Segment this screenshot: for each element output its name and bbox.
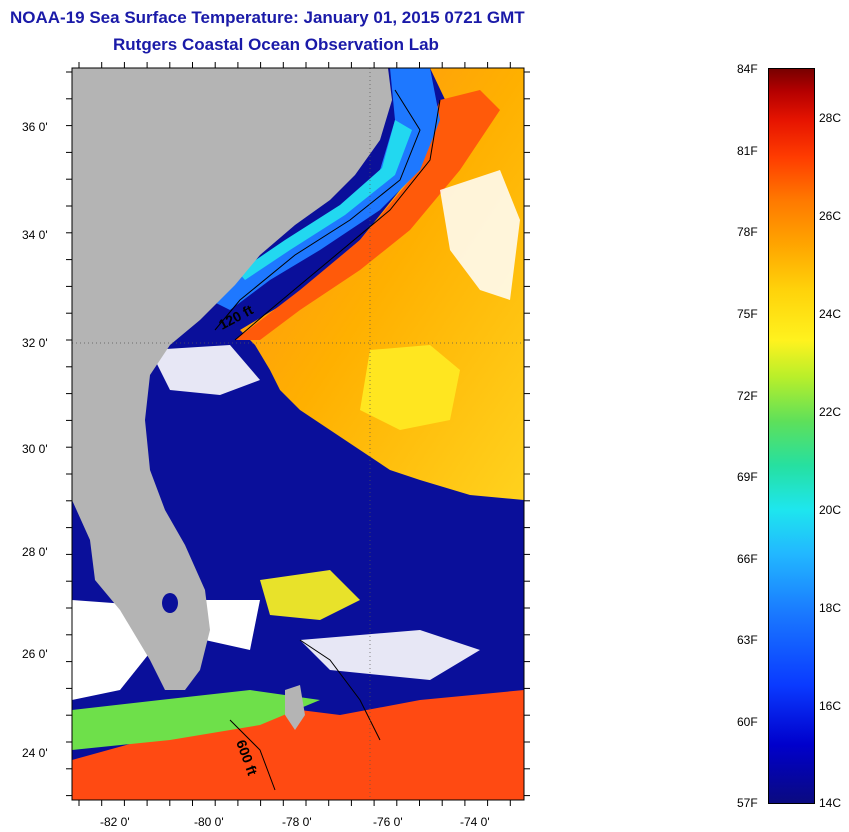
lat-label: 26 0'	[22, 647, 48, 661]
andros-island-land	[285, 685, 305, 730]
lat-label: 34 0'	[22, 228, 48, 242]
cloud-patch	[300, 630, 480, 680]
colorbar-label-f: 81F	[737, 144, 758, 158]
colorbar-label-c: 14C	[819, 796, 842, 810]
lon-label: -76 0'	[373, 815, 403, 829]
colorbar-label-f: 57F	[737, 796, 758, 810]
lon-label: -74 0'	[460, 815, 490, 829]
lon-label: -78 0'	[282, 815, 312, 829]
colorbar-label-f: 78F	[737, 225, 758, 239]
colorbar-label-f: 63F	[737, 633, 758, 647]
colorbar-label-c: 16C	[819, 699, 842, 713]
colorbar-label-c: 18C	[819, 601, 842, 615]
caribbean-green-mix	[72, 690, 320, 750]
map-border	[71, 67, 525, 801]
contour-120ft	[214, 89, 421, 331]
map-title: NOAA-19 Sea Surface Temperature: January…	[10, 8, 525, 27]
lat-label: 36 0'	[22, 120, 48, 134]
colorbar-label-f: 66F	[737, 552, 758, 566]
colorbar-label-f: 60F	[737, 715, 758, 729]
colorbar-label-c: 20C	[819, 503, 842, 517]
warm-core-orange	[235, 90, 500, 340]
colorbar-label-f: 72F	[737, 389, 758, 403]
graticule	[72, 68, 524, 800]
temperature-colorbar	[768, 68, 815, 804]
colorbar-label-f: 84F	[737, 62, 758, 76]
cloud-patch	[200, 600, 260, 650]
lat-label: 30 0'	[22, 442, 48, 456]
yellow-patch	[360, 345, 460, 430]
colorbar-label-c: 28C	[819, 111, 842, 125]
colorbar-label-f: 69F	[737, 470, 758, 484]
map-subtitle: Rutgers Coastal Ocean Observation Lab	[113, 35, 439, 54]
colorbar-label-c: 26C	[819, 209, 842, 223]
colorbar-label-c: 22C	[819, 405, 842, 419]
cyan-shelf-water	[238, 120, 412, 280]
lat-label: 24 0'	[22, 746, 48, 760]
colorbar-label-f: 75F	[737, 307, 758, 321]
cloud-patch	[150, 345, 260, 395]
contour-600ft	[234, 99, 441, 341]
lon-label: -82 0'	[100, 815, 130, 829]
axis-ticks	[66, 62, 530, 806]
southern-yellow-patch	[260, 570, 360, 620]
caribbean-warm-water	[72, 690, 524, 800]
lake-okeechobee	[162, 593, 178, 613]
colorbar-label-c: 24C	[819, 307, 842, 321]
cloud-patch	[440, 170, 520, 300]
lat-label: 32 0'	[22, 336, 48, 350]
lon-label: -80 0'	[194, 815, 224, 829]
lat-label: 28 0'	[22, 545, 48, 559]
us-east-coast-land	[72, 68, 392, 690]
